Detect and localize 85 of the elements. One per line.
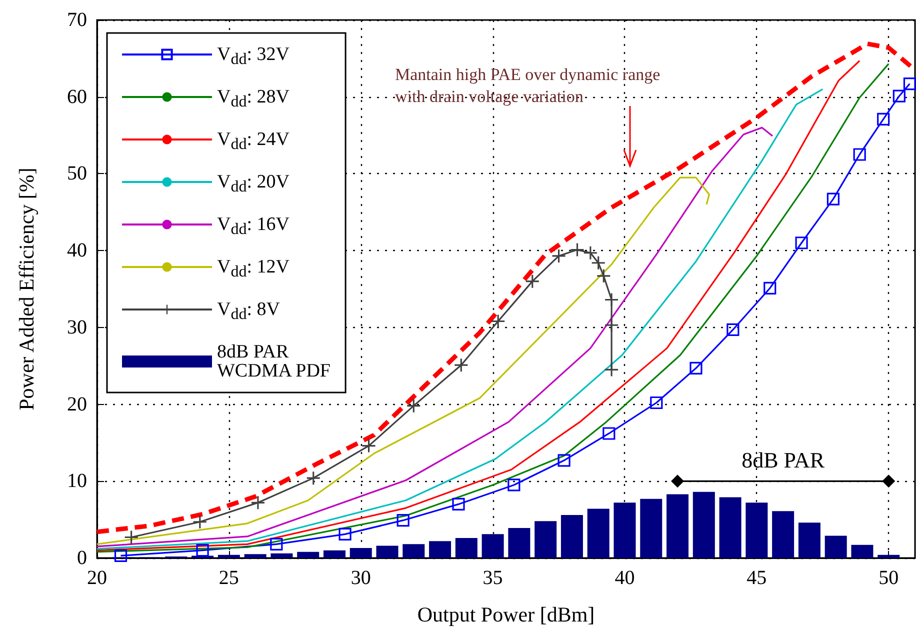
bar xyxy=(666,494,689,558)
point xyxy=(764,282,776,295)
x-tick-label: 50 xyxy=(878,567,899,589)
point xyxy=(602,427,616,440)
bar xyxy=(482,534,504,558)
y-tick-label: 60 xyxy=(67,86,87,108)
point xyxy=(124,530,138,544)
x-axis-title: Output Power [dBm] xyxy=(417,602,595,626)
bar xyxy=(640,498,662,558)
bar xyxy=(798,522,820,558)
bar xyxy=(851,544,874,558)
point xyxy=(552,249,566,262)
point xyxy=(592,256,605,270)
x-tick-label: 40 xyxy=(614,567,635,589)
bar xyxy=(429,541,452,558)
x-tick-label: 30 xyxy=(350,567,371,589)
point xyxy=(193,515,206,528)
point xyxy=(526,274,539,288)
point xyxy=(396,514,410,527)
annotation: 8dB PAR xyxy=(742,448,825,473)
point xyxy=(690,362,702,374)
point xyxy=(508,478,520,492)
point xyxy=(671,474,684,488)
point xyxy=(877,112,890,126)
point xyxy=(407,399,420,412)
point xyxy=(452,498,465,510)
bar xyxy=(772,511,794,558)
bar xyxy=(560,514,583,558)
bar xyxy=(614,502,636,558)
bar xyxy=(218,554,240,558)
bar xyxy=(746,502,768,558)
y-axis-title: Power Added Efficiency [%] xyxy=(14,168,38,410)
y-tick-label: 0 xyxy=(77,547,87,569)
point xyxy=(726,323,740,336)
bar xyxy=(350,548,372,558)
bar xyxy=(878,554,900,558)
point xyxy=(597,269,610,282)
bar xyxy=(508,528,530,558)
annotation: Mantain high PAE over dynamic range with drain voltage variation xyxy=(395,64,660,108)
point xyxy=(114,549,128,562)
bar xyxy=(244,554,266,558)
bar xyxy=(587,508,610,558)
point xyxy=(570,243,584,256)
point xyxy=(605,293,618,306)
point xyxy=(605,363,618,376)
bar xyxy=(719,497,742,558)
point xyxy=(558,454,570,467)
x-tick-label: 35 xyxy=(482,567,503,589)
bar xyxy=(692,492,715,558)
point xyxy=(853,148,866,161)
x-tick-label: 20 xyxy=(87,567,107,589)
point xyxy=(892,90,906,102)
x-tick-label: 45 xyxy=(746,567,767,589)
point xyxy=(270,538,283,550)
bar xyxy=(455,538,478,558)
y-tick-label: 10 xyxy=(67,470,87,492)
point xyxy=(196,544,209,557)
bar xyxy=(534,521,557,558)
y-tick-label: 30 xyxy=(67,316,87,338)
point xyxy=(903,77,916,90)
point xyxy=(306,472,320,485)
legend-label: 8dB PAR WCDMA PDF xyxy=(217,342,330,382)
bar xyxy=(270,553,293,558)
point xyxy=(882,474,896,488)
bar xyxy=(323,550,346,558)
point xyxy=(826,192,840,206)
y-tick-label: 50 xyxy=(67,162,87,185)
bar xyxy=(376,546,398,558)
bar xyxy=(297,552,320,558)
point xyxy=(362,439,376,452)
y-tick-label: 70 xyxy=(67,9,87,31)
point xyxy=(605,318,618,332)
point xyxy=(251,496,264,510)
point xyxy=(584,246,597,260)
y-tick-label: 40 xyxy=(67,240,87,262)
line-series xyxy=(96,176,710,545)
bar xyxy=(824,536,847,558)
point xyxy=(492,314,505,328)
x-tick-label: 25 xyxy=(218,567,239,589)
point xyxy=(650,396,663,410)
point xyxy=(338,528,352,540)
y-tick-label: 20 xyxy=(67,393,87,416)
point xyxy=(454,358,468,372)
bar xyxy=(402,544,425,558)
point xyxy=(795,236,808,250)
